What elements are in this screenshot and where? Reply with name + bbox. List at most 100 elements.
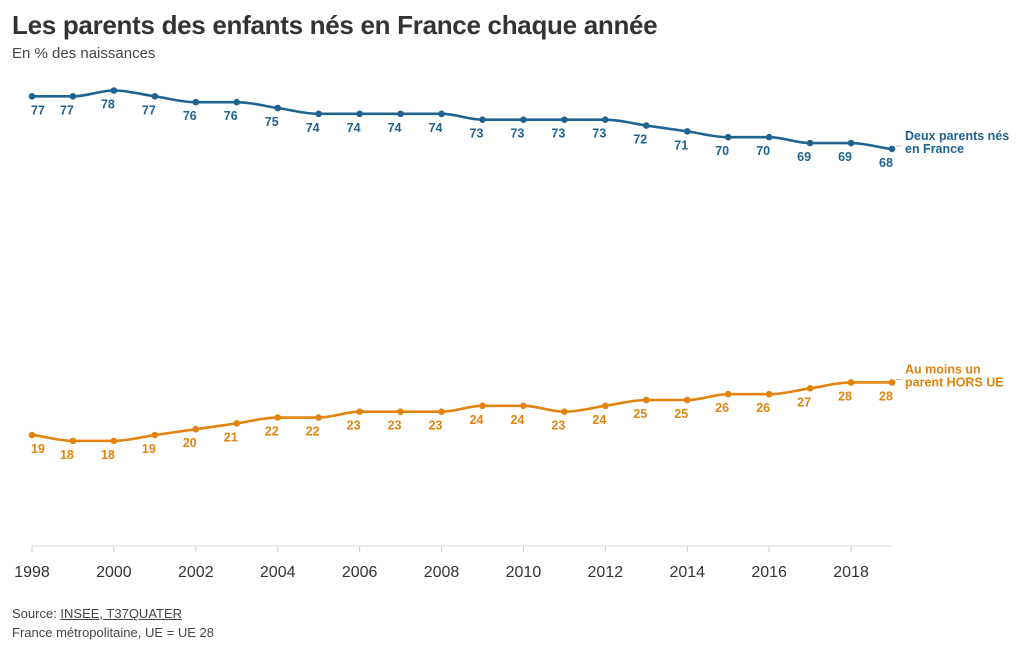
source-prefix: Source: [12,606,61,621]
data-point [520,116,527,123]
data-label: 76 [183,109,197,123]
data-point [847,139,855,147]
data-label: 19 [142,442,156,456]
data-point [69,93,77,100]
source-link[interactable]: INSEE, T37QUATER [60,606,183,621]
data-label: 23 [347,419,361,433]
data-label: 70 [715,144,729,158]
data-point [397,408,404,415]
data-point [110,87,118,94]
data-point [315,414,322,421]
data-label: 23 [551,419,565,433]
data-label: 28 [879,389,893,403]
data-label: 69 [797,150,811,164]
data-point [233,98,241,106]
data-label: 22 [265,425,279,439]
data-label: 23 [429,419,443,433]
series-label: parent HORS UE [905,375,1004,389]
data-label: 25 [633,407,647,421]
data-label: 26 [715,401,729,415]
data-label: 74 [388,121,402,135]
data-label: 28 [838,389,852,403]
data-point [479,116,486,123]
data-point [397,110,404,118]
data-label: 23 [388,419,402,433]
data-point [561,408,568,415]
data-point [561,116,568,123]
chart-subtitle: En % des naissances [12,45,156,62]
x-tick-label: 2016 [751,564,787,581]
data-label: 24 [470,413,484,427]
data-label: 74 [429,121,443,135]
data-point [274,104,282,112]
data-label: 22 [306,425,320,439]
line-chart: 1998 2000 2002 2004 2006 2008 2010 2012 2014 2016… [14,87,1009,581]
data-point [110,437,118,445]
data-label: 27 [797,395,811,409]
data-label: 21 [224,430,238,444]
data-point [479,402,486,410]
data-label: 72 [633,133,647,147]
data-point [356,408,363,415]
data-label: 75 [265,115,279,129]
data-point [192,425,200,433]
x-tick-label: 2002 [178,564,214,581]
data-point [356,110,363,118]
data-label: 24 [510,413,524,427]
series-label: Au moins un [905,362,981,376]
x-tick-label: 2012 [588,564,624,581]
data-point [274,414,282,421]
x-tick-label: 2014 [669,564,705,581]
data-point [888,145,896,153]
data-label: 73 [551,127,565,141]
series-label: Deux parents nés [905,129,1009,143]
data-point [28,431,36,439]
data-point [642,396,650,404]
data-label: 76 [224,109,238,123]
data-label: 71 [674,138,688,152]
x-tick-label: 2004 [260,564,296,581]
data-label: 73 [592,127,606,141]
data-label: 77 [60,103,74,117]
data-label: 77 [31,103,45,117]
data-label: 74 [347,121,361,135]
data-label: 78 [101,98,115,112]
data-label: 73 [470,127,484,141]
data-label: 18 [60,448,74,462]
data-point [765,390,773,398]
data-point [847,379,855,386]
data-point [683,128,691,135]
data-point [806,385,814,392]
data-label: 70 [756,144,770,158]
data-label: 18 [101,448,115,462]
data-point [233,420,241,427]
data-point [683,396,691,404]
data-point [69,437,77,445]
series-label: en France [905,142,964,156]
data-point [602,116,609,123]
data-label: 19 [31,442,45,456]
data-point [806,139,814,147]
series-line-1 [32,89,893,151]
data-point [888,379,896,386]
data-label: 20 [183,436,197,450]
x-tick-label: 2010 [506,564,542,581]
x-tick-label: 2018 [833,564,869,581]
data-label: 74 [306,121,320,135]
data-point [602,402,609,410]
chart-title: Les parents des enfants nés en France ch… [12,10,658,40]
data-point [438,408,445,415]
data-point [192,98,200,106]
x-tick-label: 2000 [96,564,132,581]
data-point [724,133,732,141]
x-tick-label: 2008 [424,564,460,581]
data-point [724,390,732,398]
footnote: France métropolitaine, UE = UE 28 [12,625,214,640]
series-line-2 [31,381,892,443]
data-point [28,93,36,100]
data-label: 24 [592,413,606,427]
x-tick-label: 1998 [14,564,50,581]
chart-notes: Source: INSEE, T37QUATER France métropol… [12,604,214,642]
data-point [315,110,322,118]
data-label: 69 [838,150,852,164]
